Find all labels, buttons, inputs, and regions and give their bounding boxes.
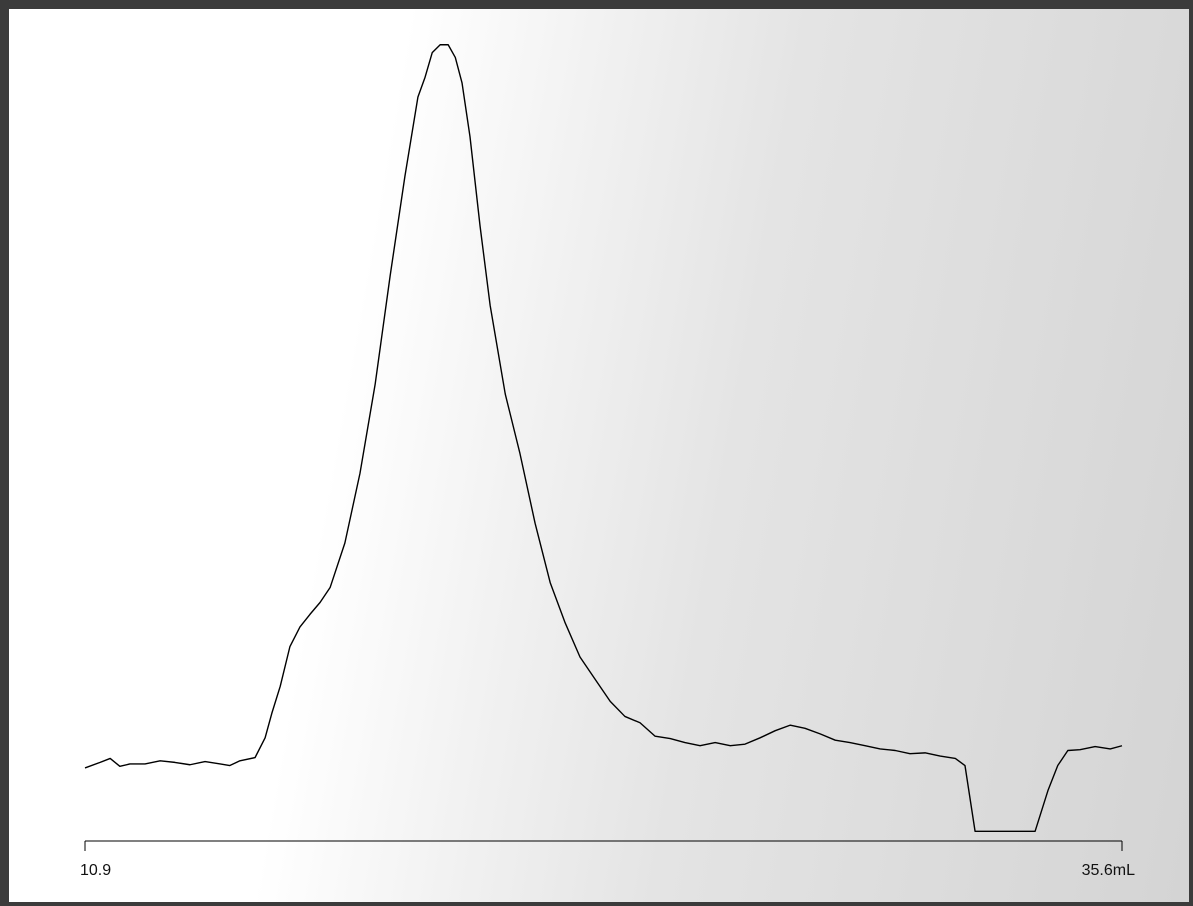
x-tick-label: 10.9 bbox=[80, 862, 111, 879]
chromatogram-trace bbox=[84, 44, 1123, 832]
x-tick-label: 35.6mL bbox=[1082, 862, 1135, 879]
